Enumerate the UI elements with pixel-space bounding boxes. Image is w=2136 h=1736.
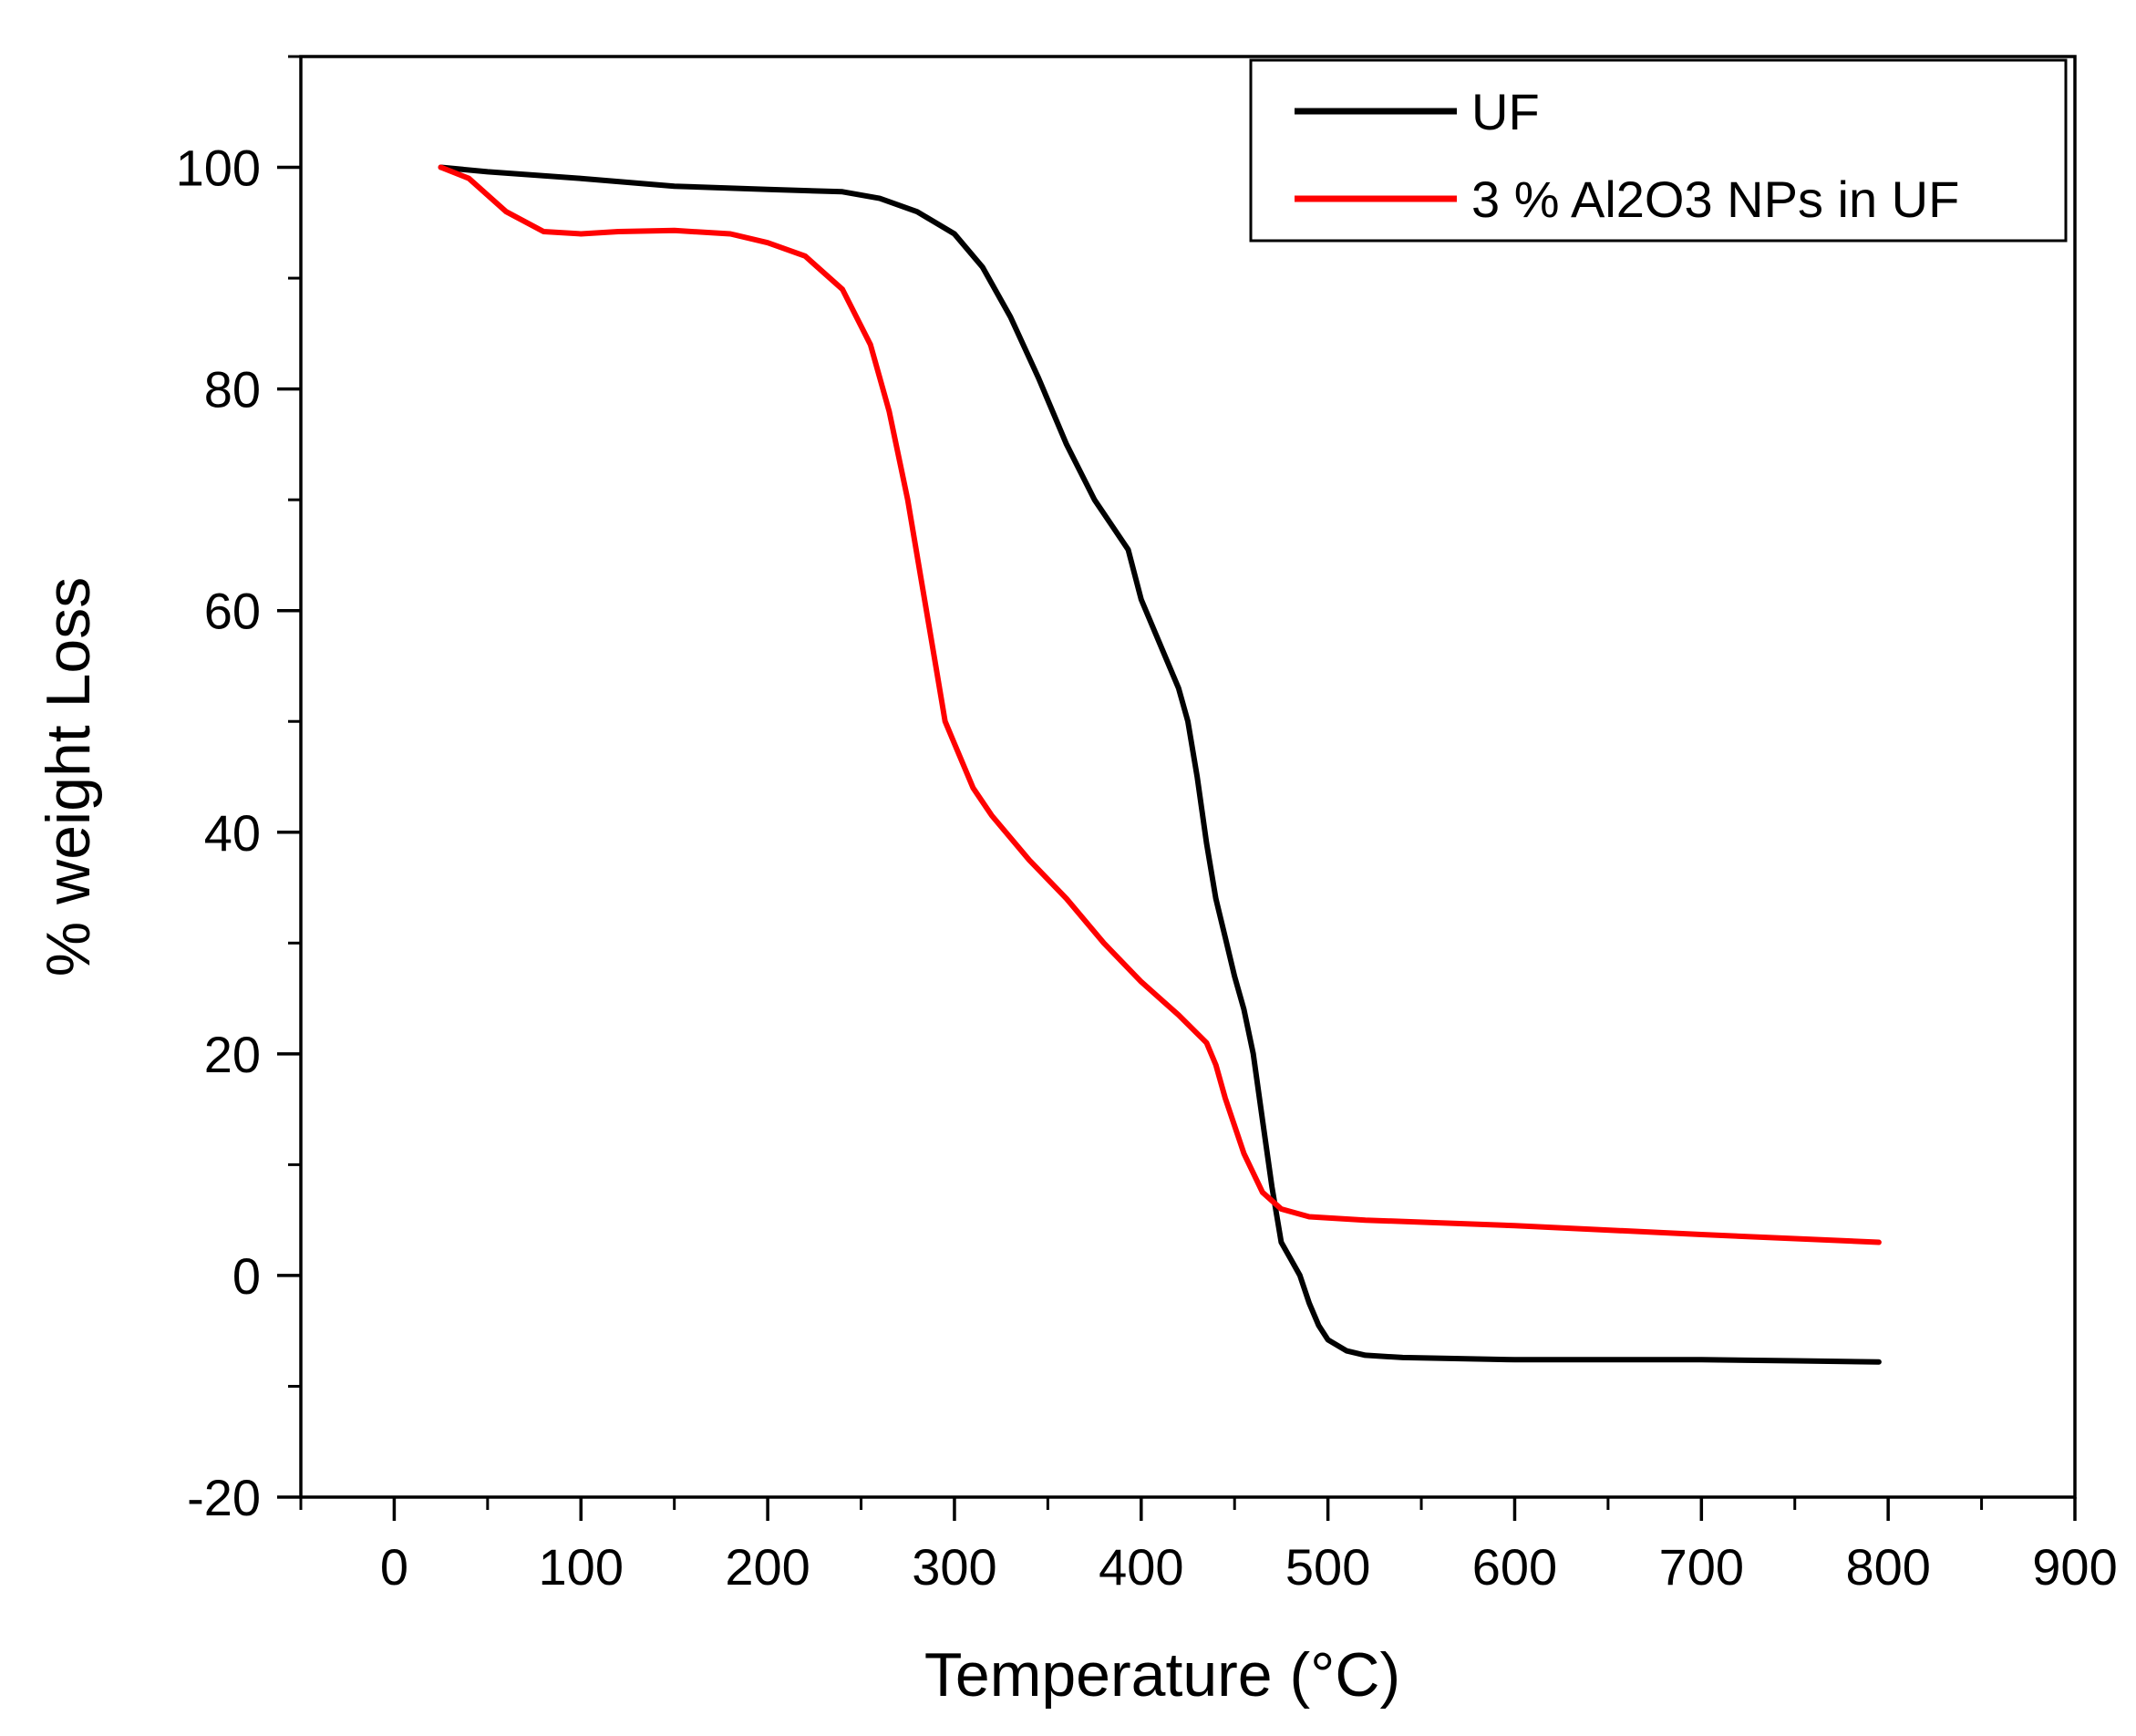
x-tick-marks [299, 1497, 2077, 1521]
plot-frame [299, 55, 2077, 1499]
x-tick-label: 600 [1472, 1538, 1557, 1596]
x-axis-title: Temperature (°C) [924, 1640, 1400, 1710]
x-tick-label: 900 [2032, 1538, 2117, 1596]
y-axis-title: % weight Loss [34, 577, 103, 976]
series-layer [438, 164, 1882, 1365]
x-tick-label: 500 [1285, 1538, 1370, 1596]
y-tick-label: 20 [204, 1026, 261, 1083]
x-tick-label: 200 [725, 1538, 810, 1596]
series-line-uf [438, 164, 1882, 1365]
y-tick-labels: -20 0 20 40 60 80 100 [176, 140, 261, 1526]
y-tick-label: 100 [176, 140, 261, 197]
x-tick-label: 100 [539, 1538, 624, 1596]
y-tick-label: -20 [187, 1469, 261, 1526]
legend-box [1249, 58, 2068, 243]
y-tick-label: 60 [204, 583, 261, 640]
y-tick-marks [277, 55, 301, 1499]
legend-label-al2o3: 3 % Al2O3 NPs in UF [1471, 170, 1959, 228]
x-tick-label: 800 [1845, 1538, 1930, 1596]
x-tick-label: 0 [380, 1538, 408, 1596]
series-line-al2o3 [438, 164, 1882, 1245]
y-tick-label: 0 [232, 1247, 261, 1305]
y-tick-label: 40 [204, 804, 261, 862]
x-tick-label: 300 [912, 1538, 996, 1596]
x-tick-labels: 0 100 200 300 400 500 600 700 800 900 [380, 1538, 2118, 1596]
y-tick-label: 80 [204, 361, 261, 418]
x-tick-label: 400 [1099, 1538, 1183, 1596]
x-tick-label: 700 [1659, 1538, 1744, 1596]
legend-label-uf: UF [1471, 83, 1540, 140]
legend: UF 3 % Al2O3 NPs in UF [1249, 58, 2068, 243]
